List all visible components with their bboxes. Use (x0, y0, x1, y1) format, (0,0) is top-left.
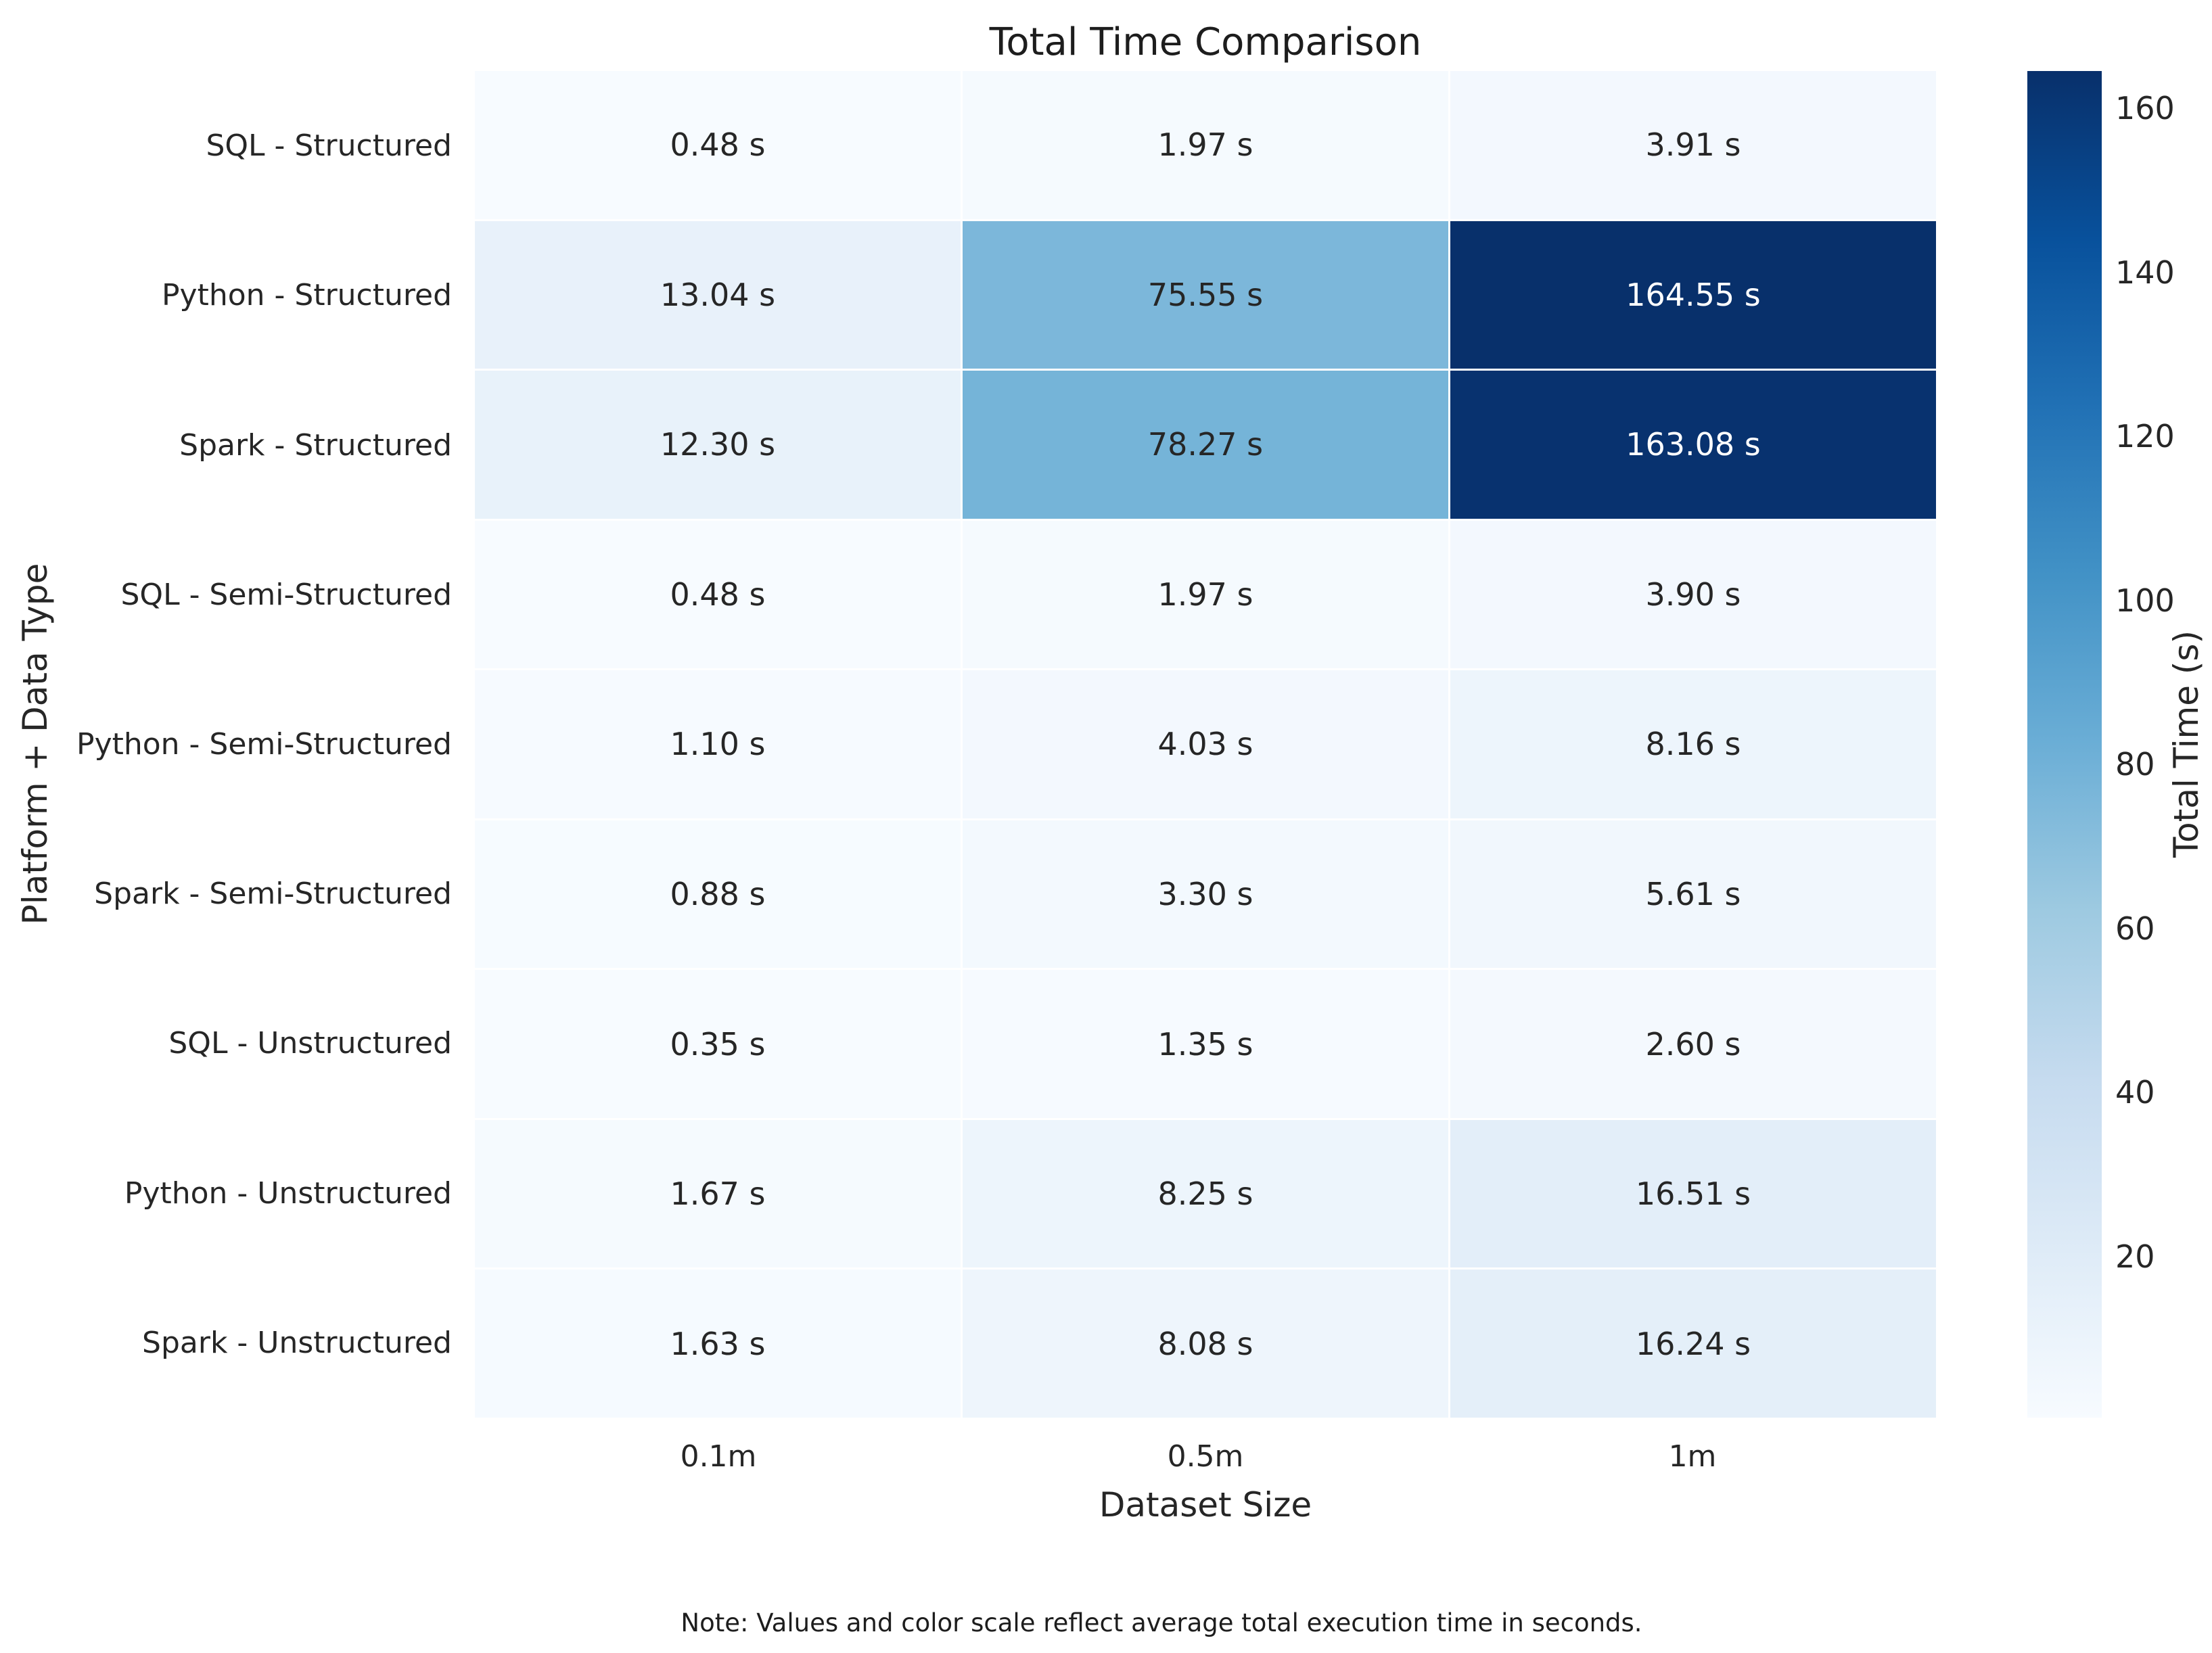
heatmap-cell: 163.08 s (1450, 371, 1936, 519)
x-tick-label: 0.1m (680, 1439, 757, 1474)
colorbar-tick-label: 160 (2115, 90, 2175, 127)
colorbar-tick-label: 120 (2115, 418, 2175, 455)
x-tick-label: 0.5m (1167, 1439, 1244, 1474)
heatmap-cell: 16.24 s (1450, 1270, 1936, 1418)
y-tick-label: SQL - Unstructured (168, 1026, 452, 1061)
y-tick-label: SQL - Semi-Structured (120, 577, 453, 612)
heatmap-cell: 3.91 s (1450, 71, 1936, 219)
y-tick-label: SQL - Structured (206, 129, 452, 164)
heatmap-cell: 16.51 s (1450, 1119, 1936, 1268)
heatmap-cell: 3.30 s (963, 820, 1448, 969)
colorbar-tick-label: 20 (2115, 1238, 2155, 1275)
colorbar-tick-label: 140 (2115, 254, 2175, 291)
y-tick-label: Python - Structured (162, 278, 452, 313)
heatmap-grid: 0.48 s 1.97 s 3.91 s 13.04 s 75.55 s 164.55 s… (475, 71, 1936, 1418)
heatmap-cell: 1.97 s (963, 520, 1448, 669)
heatmap-cell: 1.35 s (963, 970, 1448, 1118)
colorbar-gradient (2027, 71, 2102, 1418)
y-tick-label: Spark - Structured (179, 427, 452, 463)
colorbar-label: Total Time (s) (2167, 630, 2206, 858)
y-tick-label: Spark - Semi-Structured (94, 877, 452, 912)
heatmap-cell: 0.88 s (475, 820, 961, 969)
x-axis-label: Dataset Size (1099, 1485, 1312, 1524)
heatmap-cell: 78.27 s (963, 371, 1448, 519)
heatmap-cell: 0.48 s (475, 520, 961, 669)
heatmap-cell: 1.10 s (475, 670, 961, 818)
x-tick-labels: 0.1m 0.5m 1m (475, 1433, 1936, 1480)
y-tick-labels: SQL - Structured Python - Structured Spark… (0, 71, 452, 1418)
heatmap-cell: 1.63 s (475, 1270, 961, 1418)
colorbar-tick-label: 100 (2115, 582, 2175, 619)
heatmap-cell: 0.48 s (475, 71, 961, 219)
x-tick-label: 1m (1668, 1439, 1717, 1474)
heatmap-cell: 4.03 s (963, 670, 1448, 818)
y-tick-label: Python - Unstructured (124, 1175, 452, 1211)
heatmap-cell: 12.30 s (475, 371, 961, 519)
y-tick-label: Python - Semi-Structured (76, 726, 452, 762)
heatmap-cell: 2.60 s (1450, 970, 1936, 1118)
footnote: Note: Values and color scale reflect ave… (681, 1608, 1642, 1637)
heatmap-cell: 5.61 s (1450, 820, 1936, 969)
heatmap-cell: 3.90 s (1450, 520, 1936, 669)
heatmap-cell: 0.35 s (475, 970, 961, 1118)
heatmap-cell: 1.67 s (475, 1119, 961, 1268)
heatmap-cell: 8.08 s (963, 1270, 1448, 1418)
y-tick-label: Spark - Unstructured (142, 1325, 452, 1360)
chart-title: Total Time Comparison (989, 20, 1422, 64)
heatmap-cell: 164.55 s (1450, 220, 1936, 369)
heatmap-cell: 8.16 s (1450, 670, 1936, 818)
colorbar-tick-label: 40 (2115, 1074, 2155, 1111)
heatmap-cell: 8.25 s (963, 1119, 1448, 1268)
colorbar-tick-label: 80 (2115, 746, 2155, 783)
colorbar-tick-label: 60 (2115, 910, 2155, 947)
heatmap-cell: 75.55 s (963, 220, 1448, 369)
colorbar (2027, 71, 2102, 1418)
heatmap-cell: 13.04 s (475, 220, 961, 369)
heatmap-cell: 1.97 s (963, 71, 1448, 219)
